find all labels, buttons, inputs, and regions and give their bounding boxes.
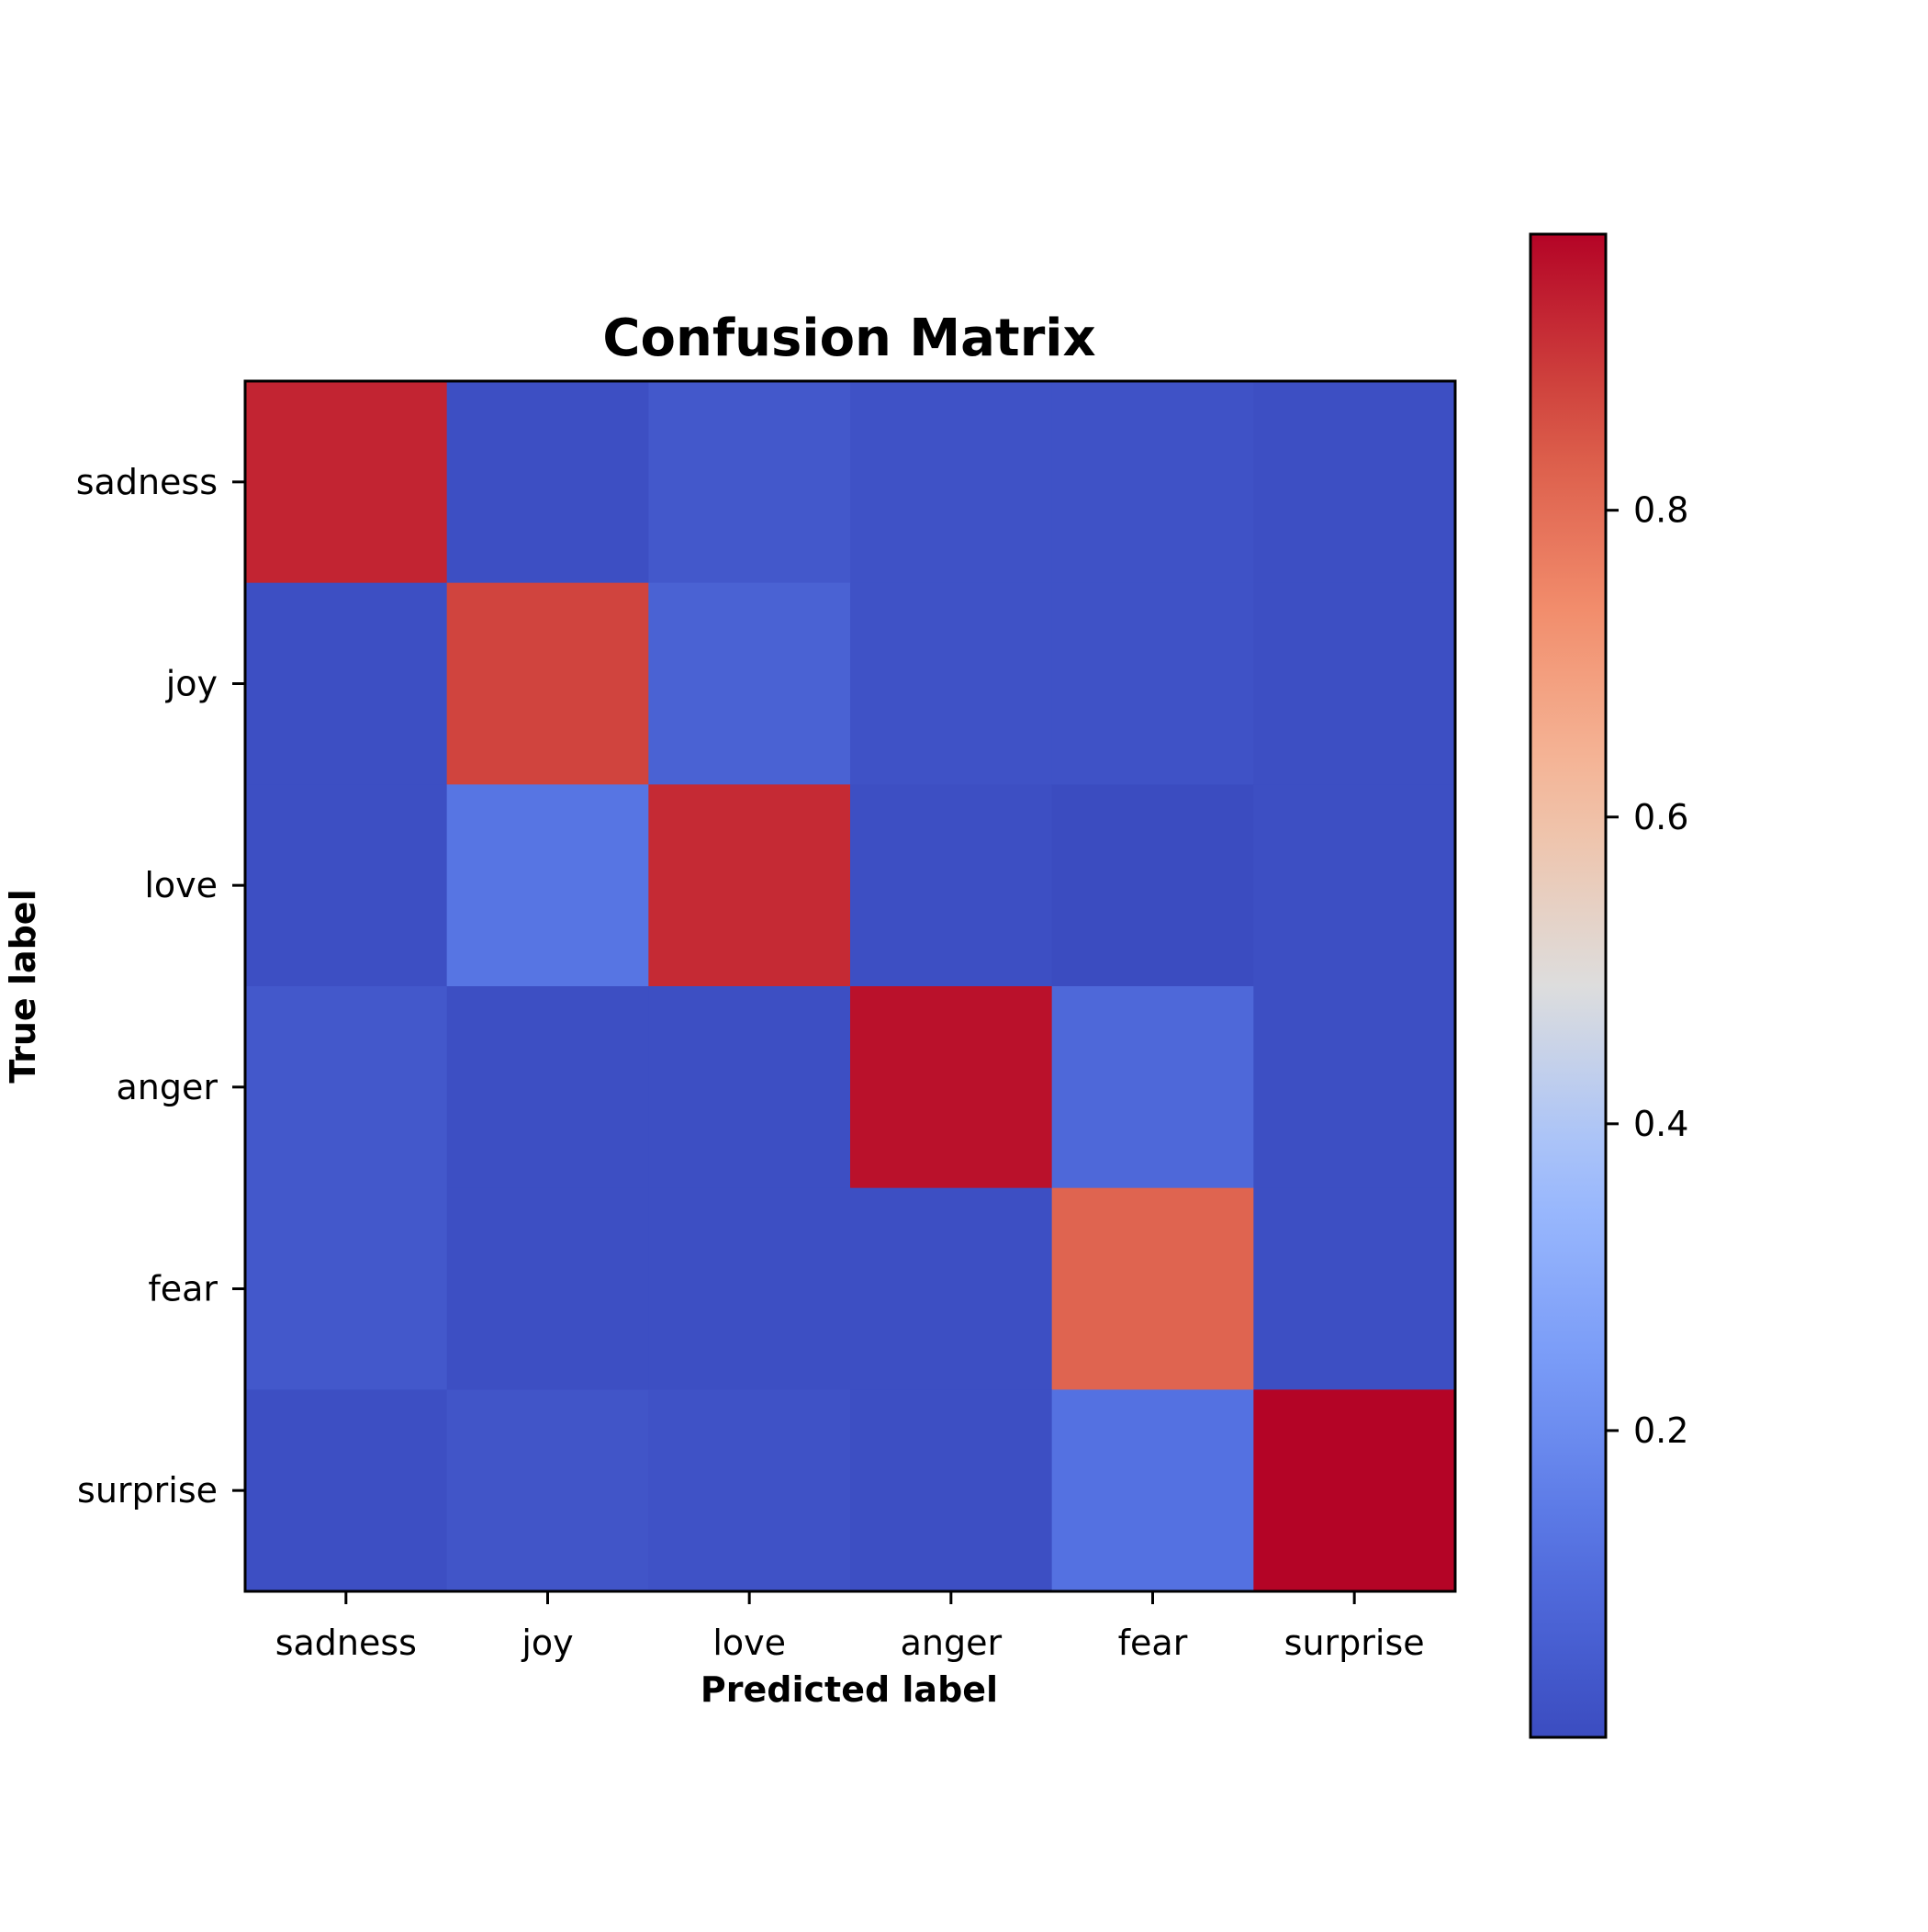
heatmap-cell-love-anger <box>850 784 1053 987</box>
heatmap-cell-joy-love <box>648 582 851 785</box>
heatmap-cell-surprise-surprise <box>1253 1389 1456 1592</box>
heatmap-cell-joy-sadness <box>245 582 448 785</box>
x-tick-label: sadness <box>275 1623 417 1663</box>
heatmap-cell-love-love <box>648 784 851 987</box>
plot-frame <box>243 379 1457 1593</box>
heatmap-cell-sadness-surprise <box>1253 381 1456 584</box>
heatmap-cell-anger-surprise <box>1253 986 1456 1189</box>
heatmap-cell-joy-fear <box>1051 582 1254 785</box>
y-tick-label: joy <box>165 664 218 704</box>
chart-title: Confusion Matrix <box>602 309 1095 368</box>
heatmap-cell-surprise-joy <box>446 1389 649 1592</box>
colorbar-tick-label: 0.8 <box>1633 490 1688 531</box>
heatmap-cell-surprise-fear <box>1051 1389 1254 1592</box>
heatmap-cell-anger-love <box>648 986 851 1189</box>
heatmap-cell-sadness-love <box>648 381 851 584</box>
x-tick-label: love <box>712 1623 786 1663</box>
y-tick-label: fear <box>148 1269 218 1309</box>
colorbar-ticks: 0.2 0.4 0.6 0.8 <box>1606 490 1688 1451</box>
heatmap-cell-surprise-sadness <box>245 1389 448 1592</box>
heatmap-cell-anger-joy <box>446 986 649 1189</box>
x-tick-label: anger <box>901 1623 1003 1663</box>
x-tick-label: surprise <box>1284 1623 1425 1663</box>
heatmap-cell-sadness-sadness <box>245 381 448 584</box>
heatmap-cell-surprise-love <box>648 1389 851 1592</box>
heatmap-cell-fear-love <box>648 1187 851 1390</box>
heatmap-cells <box>245 381 1456 1592</box>
heatmap-cell-love-joy <box>446 784 649 987</box>
heatmap-cell-anger-anger <box>850 986 1053 1189</box>
heatmap-cell-fear-fear <box>1051 1187 1254 1390</box>
heatmap-cell-joy-anger <box>850 582 1053 785</box>
y-axis-title: True label <box>3 889 43 1083</box>
x-axis-title: Predicted label <box>701 1669 998 1710</box>
colorbar-tick-label: 0.4 <box>1633 1104 1688 1144</box>
x-tick-label: joy <box>521 1623 573 1663</box>
colorbar <box>1529 232 1608 1739</box>
y-tick-label: surprise <box>77 1470 218 1511</box>
x-tick-label: fear <box>1118 1623 1188 1663</box>
heatmap-cell-surprise-anger <box>850 1389 1053 1592</box>
heatmap-cell-anger-sadness <box>245 986 448 1189</box>
heatmap-cell-sadness-anger <box>850 381 1053 584</box>
heatmap-cell-anger-fear <box>1051 986 1254 1189</box>
colorbar-tick-label: 0.6 <box>1633 797 1688 837</box>
y-tick-label: anger <box>117 1067 219 1107</box>
x-axis-ticks: sadness joy love anger fear surprise <box>275 1591 1425 1663</box>
heatmap-cell-love-sadness <box>245 784 448 987</box>
heatmap-cell-sadness-joy <box>446 381 649 584</box>
y-axis-ticks: sadness joy love anger fear surprise <box>76 462 245 1511</box>
heatmap-cell-love-surprise <box>1253 784 1456 987</box>
heatmap-cell-love-fear <box>1051 784 1254 987</box>
y-tick-label: love <box>144 865 218 905</box>
heatmap-cell-fear-anger <box>850 1187 1053 1390</box>
heatmap-cell-fear-surprise <box>1253 1187 1456 1390</box>
heatmap-cell-fear-sadness <box>245 1187 448 1390</box>
colorbar-tick-label: 0.2 <box>1633 1410 1688 1451</box>
heatmap-cell-sadness-fear <box>1051 381 1254 584</box>
heatmap-cell-joy-joy <box>446 582 649 785</box>
y-tick-label: sadness <box>76 462 218 502</box>
heatmap-cell-fear-joy <box>446 1187 649 1390</box>
heatmap-cell-joy-surprise <box>1253 582 1456 785</box>
